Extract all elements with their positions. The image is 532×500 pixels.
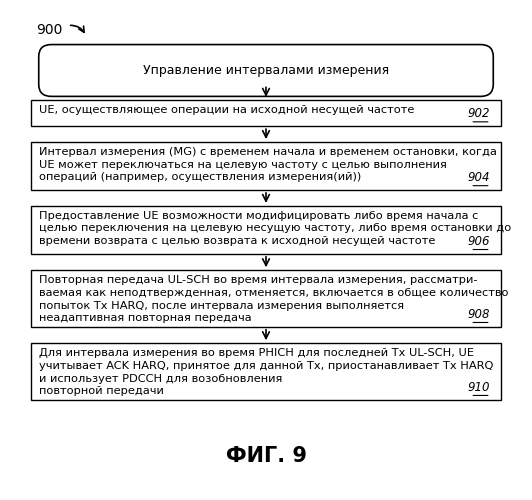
Text: 910: 910 [467, 380, 489, 394]
Text: Интервал измерения (MG) с временем начала и временем остановки, когда
UE может п: Интервал измерения (MG) с временем начал… [39, 147, 496, 182]
FancyBboxPatch shape [31, 142, 501, 190]
Text: Повторная передача UL-SCH во время интервала измерения, рассматри-
ваемая как не: Повторная передача UL-SCH во время интер… [39, 275, 508, 324]
Text: 900: 900 [36, 24, 63, 38]
Text: UE, осуществляющее операции на исходной несущей частоте: UE, осуществляющее операции на исходной … [39, 104, 414, 115]
Text: Для интервала измерения во время PHICH для последней Tx UL-SCH, UE
учитывает ACK: Для интервала измерения во время PHICH д… [39, 348, 493, 397]
FancyBboxPatch shape [31, 100, 501, 126]
Text: ФИГ. 9: ФИГ. 9 [226, 446, 306, 466]
FancyBboxPatch shape [39, 44, 493, 96]
Text: 904: 904 [467, 171, 489, 184]
Text: Управление интервалами измерения: Управление интервалами измерения [143, 64, 389, 77]
FancyBboxPatch shape [31, 270, 501, 327]
Text: 908: 908 [467, 308, 489, 320]
FancyArrowPatch shape [71, 26, 84, 32]
FancyBboxPatch shape [31, 206, 501, 254]
Text: 902: 902 [467, 107, 489, 120]
FancyBboxPatch shape [31, 343, 501, 400]
Text: 906: 906 [467, 234, 489, 248]
Text: Предоставление UE возможности модифицировать либо время начала с
целью переключе: Предоставление UE возможности модифициро… [39, 210, 511, 246]
